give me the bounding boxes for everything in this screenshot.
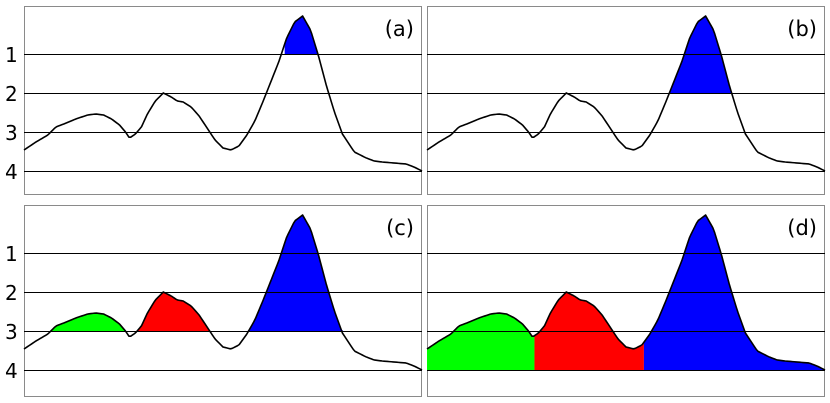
- panel-d-label: (d): [787, 216, 817, 240]
- tick-label-4-top: 4: [5, 160, 18, 184]
- panel-c-label: (c): [386, 216, 414, 240]
- panel-a-blue-region: [284, 16, 323, 54]
- panel-b-profile: [426, 15, 826, 172]
- tick-label-2-bottom: 2: [5, 281, 18, 305]
- panel-c-profile: [23, 214, 423, 371]
- tick-label-3-top: 3: [5, 121, 18, 145]
- panel-b-label: (b): [787, 17, 817, 41]
- panel-a-profile: [23, 15, 423, 172]
- panel-a-frame: [24, 6, 422, 195]
- tick-label-4-bottom: 4: [5, 359, 18, 383]
- panel-c-green-region: [24, 313, 128, 331]
- panel-d-profile: [426, 214, 826, 371]
- panel-c-red-region: [127, 292, 231, 331]
- tick-label-2-top: 2: [5, 82, 18, 106]
- panel-c-frame: [24, 205, 422, 397]
- panel-b: (b): [426, 6, 826, 195]
- panel-c-blue-region: [230, 215, 422, 331]
- panel-c: (c): [23, 205, 423, 397]
- tick-label-3-bottom: 3: [5, 320, 18, 344]
- panel-a-label: (a): [385, 17, 414, 41]
- panel-b-frame: [427, 6, 825, 195]
- panel-d: (d): [426, 205, 826, 397]
- tick-label-1-bottom: 1: [5, 242, 18, 266]
- tick-label-1-top: 1: [5, 43, 18, 67]
- panel-a: (a): [23, 6, 423, 195]
- panel-d-green-region: [427, 313, 535, 370]
